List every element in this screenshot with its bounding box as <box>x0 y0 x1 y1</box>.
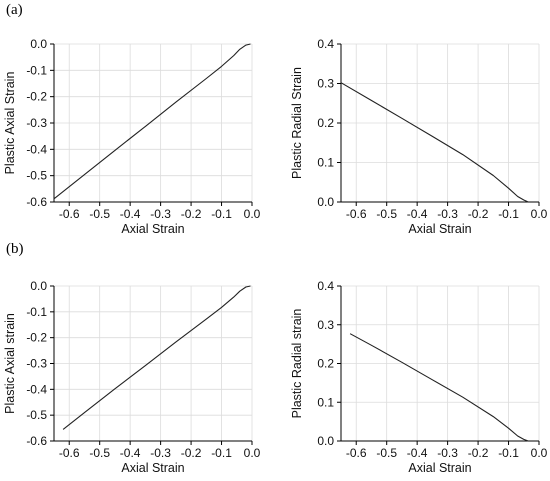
x-tick-label: -0.6 <box>59 446 80 460</box>
x-tick-label: -0.2 <box>181 207 202 221</box>
y-tick-label: 0.0 <box>30 37 47 51</box>
x-tick-label: -0.6 <box>346 446 367 460</box>
y-tick-label: -0.4 <box>26 382 47 396</box>
x-tick-label: 0.0 <box>244 207 261 221</box>
panel-label-b: (b) <box>6 241 24 257</box>
series-line <box>349 333 529 442</box>
x-tick-label: -0.4 <box>120 446 141 460</box>
x-tick-label: -0.5 <box>376 446 397 460</box>
y-tick-label: 0.4 <box>317 37 334 51</box>
x-tick-label: -0.6 <box>59 207 80 221</box>
y-axis-label: Plastic Axial strain <box>3 313 17 414</box>
y-tick-label: 0.3 <box>317 77 334 91</box>
x-tick-label: -0.3 <box>150 207 171 221</box>
x-tick-label: -0.1 <box>498 446 519 460</box>
x-axis-label: Axial Strain <box>121 222 184 236</box>
chart-b-right: -0.6 -0.5 -0.4 -0.3 -0.2 -0.1 0.0 0.0 0.1 0.2 0.3 0… <box>290 279 548 475</box>
x-tick-label: -0.2 <box>468 446 489 460</box>
y-tick-label: 0.0 <box>317 434 334 448</box>
y-tick-label: -0.5 <box>26 169 47 183</box>
x-tick-label: -0.4 <box>407 207 428 221</box>
x-tick-label: -0.5 <box>376 207 397 221</box>
y-tick-label: -0.3 <box>26 116 47 130</box>
y-tick-label: -0.4 <box>26 142 47 156</box>
x-tick-label: -0.4 <box>120 207 141 221</box>
x-tick-label: -0.2 <box>468 207 489 221</box>
series-line <box>340 82 529 203</box>
x-tick-label: -0.1 <box>211 207 232 221</box>
series-line <box>62 285 251 430</box>
y-tick-label: 0.1 <box>317 395 334 409</box>
y-tick-label: -0.6 <box>26 195 47 209</box>
y-tick-label: 0.1 <box>317 156 334 170</box>
y-tick-label: -0.3 <box>26 357 47 371</box>
y-tick-label: -0.1 <box>26 63 47 77</box>
chart-b-left: -0.6 -0.5 -0.4 -0.3 -0.2 -0.1 0.0-0.6-0.5-0.4-… <box>3 279 261 475</box>
y-tick-label: 0.2 <box>317 116 334 130</box>
x-tick-label: -0.4 <box>407 446 428 460</box>
chart-a-left: -0.6 -0.5 -0.4 -0.3 -0.2 -0.1 0.0-0.6-0.5-0.4-… <box>3 37 261 236</box>
x-tick-label: -0.3 <box>437 446 458 460</box>
y-tick-label: 0.4 <box>317 279 334 293</box>
y-tick-label: 0.0 <box>30 279 47 293</box>
x-tick-label: -0.1 <box>211 446 232 460</box>
x-axis-label: Axial Strain <box>408 222 471 236</box>
x-axis-label: Axial Strain <box>121 461 184 475</box>
y-tick-label: -0.2 <box>26 331 47 345</box>
y-tick-label: -0.5 <box>26 408 47 422</box>
x-tick-label: 0.0 <box>531 446 548 460</box>
x-tick-label: -0.3 <box>150 446 171 460</box>
y-tick-label: -0.2 <box>26 90 47 104</box>
x-tick-label: -0.5 <box>89 207 110 221</box>
x-tick-label: 0.0 <box>244 446 261 460</box>
y-axis-label: Plastic Axial Strain <box>3 72 17 175</box>
x-tick-label: -0.1 <box>498 207 519 221</box>
y-axis-label: Plastic Radial Strain <box>290 67 304 179</box>
x-tick-label: -0.5 <box>89 446 110 460</box>
chart-a-right: -0.6 -0.5 -0.4 -0.3 -0.2 -0.1 0.0 0.0 0.1 0.2 0.3 0… <box>290 37 548 236</box>
y-tick-label: -0.1 <box>26 305 47 319</box>
y-tick-label: 0.3 <box>317 318 334 332</box>
x-tick-label: 0.0 <box>531 207 548 221</box>
x-tick-label: -0.6 <box>346 207 367 221</box>
y-tick-label: -0.6 <box>26 434 47 448</box>
x-tick-label: -0.2 <box>181 446 202 460</box>
x-tick-label: -0.3 <box>437 207 458 221</box>
panel-label-a: (a) <box>6 2 23 18</box>
y-tick-label: 0.2 <box>317 357 334 371</box>
x-axis-label: Axial Strain <box>408 461 471 475</box>
y-tick-label: 0.0 <box>317 195 334 209</box>
y-axis-label: Plastic Radial strain <box>290 309 304 419</box>
series-line <box>53 43 251 200</box>
